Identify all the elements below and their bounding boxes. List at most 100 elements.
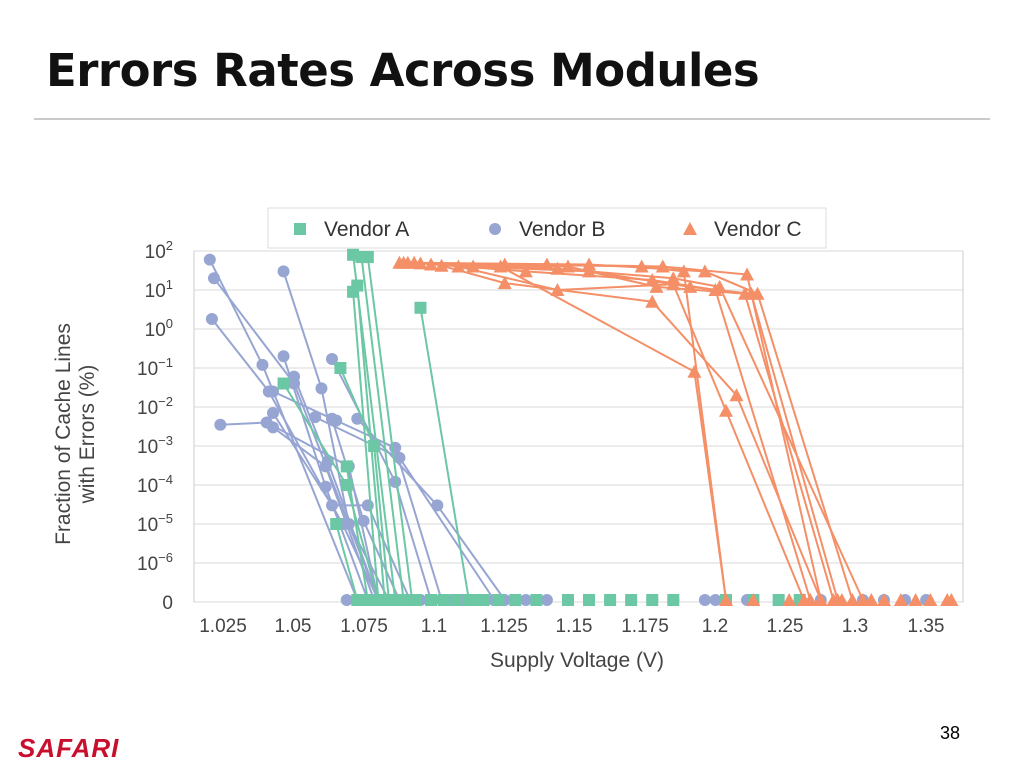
data-point-square — [277, 377, 290, 390]
data-point-square — [667, 594, 680, 606]
x-tick-label: 1.1 — [421, 616, 447, 637]
series-line — [356, 285, 386, 601]
data-point-triangle — [944, 593, 959, 606]
x-tick-label: 1.075 — [340, 616, 388, 637]
data-point-circle — [277, 265, 290, 278]
data-point-square — [437, 594, 450, 606]
data-point-triangle — [718, 593, 733, 606]
data-point-triangle — [466, 259, 481, 273]
data-point-circle — [330, 414, 343, 427]
data-point-triangle — [582, 257, 597, 271]
data-point-triangle — [834, 593, 849, 606]
data-point-triangle — [413, 256, 428, 270]
data-point-triangle — [493, 259, 508, 273]
data-point-triangle — [518, 264, 533, 278]
data-point-square — [347, 285, 360, 298]
data-point-square — [450, 594, 463, 606]
data-point-square — [646, 594, 659, 606]
x-tick-label: 1.2 — [702, 616, 728, 637]
data-point-circle — [698, 594, 711, 606]
y-tick-label: 10−5 — [137, 511, 173, 536]
data-point-circle — [325, 499, 338, 512]
y-tick-label: 100 — [145, 316, 173, 341]
data-point-square — [410, 594, 423, 606]
data-point-circle — [203, 253, 216, 266]
data-point-circle — [214, 418, 227, 431]
x-tick-label: 1.15 — [556, 616, 593, 637]
data-point-triangle — [908, 593, 923, 606]
series-line — [366, 256, 414, 601]
data-point-circle — [267, 421, 280, 434]
data-point-circle — [205, 313, 218, 326]
data-point-square — [530, 594, 543, 606]
x-axis-label: Supply Voltage (V) — [490, 649, 664, 672]
data-point-circle — [361, 499, 374, 512]
data-point-triangle — [424, 257, 439, 271]
data-point-circle — [208, 272, 221, 285]
x-tick-label: 1.3 — [842, 616, 868, 637]
data-point-square — [351, 594, 364, 606]
data-point-circle — [256, 358, 269, 371]
data-point-square — [382, 594, 395, 606]
x-tick-label: 1.05 — [275, 616, 312, 637]
data-point-circle — [277, 350, 290, 363]
data-point-circle — [709, 594, 722, 606]
series-line — [419, 307, 470, 601]
data-point-circle — [315, 382, 328, 395]
data-point-triangle — [560, 259, 575, 273]
data-point-triangle — [697, 264, 712, 278]
data-point-triangle — [729, 388, 744, 402]
data-point-square — [334, 362, 347, 374]
data-point-square — [372, 594, 385, 606]
data-point-triangle — [718, 403, 733, 417]
data-point-circle — [357, 514, 370, 527]
data-point-triangle — [876, 593, 891, 606]
data-point-square — [361, 594, 374, 606]
series-vendor-c — [392, 255, 959, 606]
data-point-square — [492, 594, 505, 606]
data-point-triangle — [649, 279, 664, 293]
data-point-square — [477, 594, 490, 606]
data-point-triangle — [893, 593, 908, 606]
data-point-triangle — [434, 258, 449, 272]
legend-label: Vendor B — [519, 218, 605, 241]
data-point-circle — [267, 385, 280, 398]
data-point-square — [583, 594, 596, 606]
data-point-circle — [519, 594, 532, 606]
data-point-square — [330, 518, 343, 530]
series-line — [345, 466, 369, 601]
x-tick-label: 1.025 — [199, 616, 247, 637]
data-point-circle — [389, 475, 402, 488]
data-point-circle — [309, 411, 322, 424]
legend-box — [267, 207, 827, 249]
series-vendor-a — [277, 248, 806, 606]
x-tick-label: 1.25 — [767, 616, 804, 637]
data-point-square — [347, 248, 360, 261]
data-point-triangle — [740, 267, 755, 281]
data-point-circle — [267, 407, 280, 420]
data-point-square — [361, 251, 374, 264]
x-tick-label: 1.125 — [480, 616, 528, 637]
y-tick-label: 10−6 — [137, 550, 173, 575]
data-point-circle — [319, 480, 332, 493]
data-point-triangle — [923, 593, 938, 606]
y-tick-label: 10−3 — [137, 433, 173, 458]
data-point-triangle — [645, 294, 660, 308]
series-line — [335, 523, 359, 601]
series-line — [220, 421, 380, 601]
data-point-square — [772, 594, 785, 606]
data-point-triangle — [744, 286, 759, 300]
y-tick-label: 10−1 — [137, 355, 173, 380]
data-point-triangle — [451, 259, 466, 273]
data-point-triangle — [550, 261, 565, 275]
data-point-triangle — [550, 283, 565, 296]
series-line — [282, 271, 390, 601]
title-divider — [34, 118, 990, 120]
data-point-square — [467, 594, 480, 606]
data-point-triangle — [497, 276, 512, 290]
data-point-square — [509, 594, 522, 606]
legend-label: Vendor C — [714, 218, 802, 241]
x-tick-label: 1.35 — [908, 616, 945, 637]
data-point-circle — [489, 223, 501, 235]
y-axis-label: Fraction of Cache Lineswith Errors (%) — [52, 323, 99, 545]
